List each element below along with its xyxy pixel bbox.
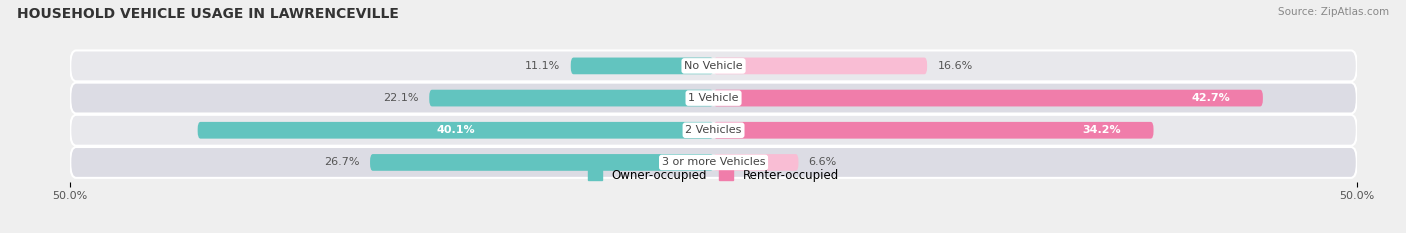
Text: No Vehicle: No Vehicle	[685, 61, 742, 71]
Text: 22.1%: 22.1%	[384, 93, 419, 103]
FancyBboxPatch shape	[70, 147, 1357, 178]
Legend: Owner-occupied, Renter-occupied: Owner-occupied, Renter-occupied	[583, 164, 844, 187]
Text: 40.1%: 40.1%	[436, 125, 475, 135]
FancyBboxPatch shape	[429, 90, 713, 106]
Text: 42.7%: 42.7%	[1192, 93, 1230, 103]
FancyBboxPatch shape	[70, 115, 1357, 146]
Text: 26.7%: 26.7%	[325, 158, 360, 168]
FancyBboxPatch shape	[713, 58, 927, 74]
FancyBboxPatch shape	[571, 58, 713, 74]
Text: 11.1%: 11.1%	[526, 61, 561, 71]
FancyBboxPatch shape	[713, 90, 1263, 106]
Text: 16.6%: 16.6%	[938, 61, 973, 71]
FancyBboxPatch shape	[70, 83, 1357, 113]
Text: 34.2%: 34.2%	[1083, 125, 1122, 135]
FancyBboxPatch shape	[370, 154, 713, 171]
Text: Source: ZipAtlas.com: Source: ZipAtlas.com	[1278, 7, 1389, 17]
Text: 2 Vehicles: 2 Vehicles	[685, 125, 742, 135]
Text: HOUSEHOLD VEHICLE USAGE IN LAWRENCEVILLE: HOUSEHOLD VEHICLE USAGE IN LAWRENCEVILLE	[17, 7, 399, 21]
FancyBboxPatch shape	[713, 154, 799, 171]
Text: 3 or more Vehicles: 3 or more Vehicles	[662, 158, 765, 168]
FancyBboxPatch shape	[198, 122, 713, 139]
FancyBboxPatch shape	[713, 122, 1153, 139]
FancyBboxPatch shape	[70, 51, 1357, 81]
Text: 6.6%: 6.6%	[808, 158, 837, 168]
Text: 1 Vehicle: 1 Vehicle	[689, 93, 738, 103]
